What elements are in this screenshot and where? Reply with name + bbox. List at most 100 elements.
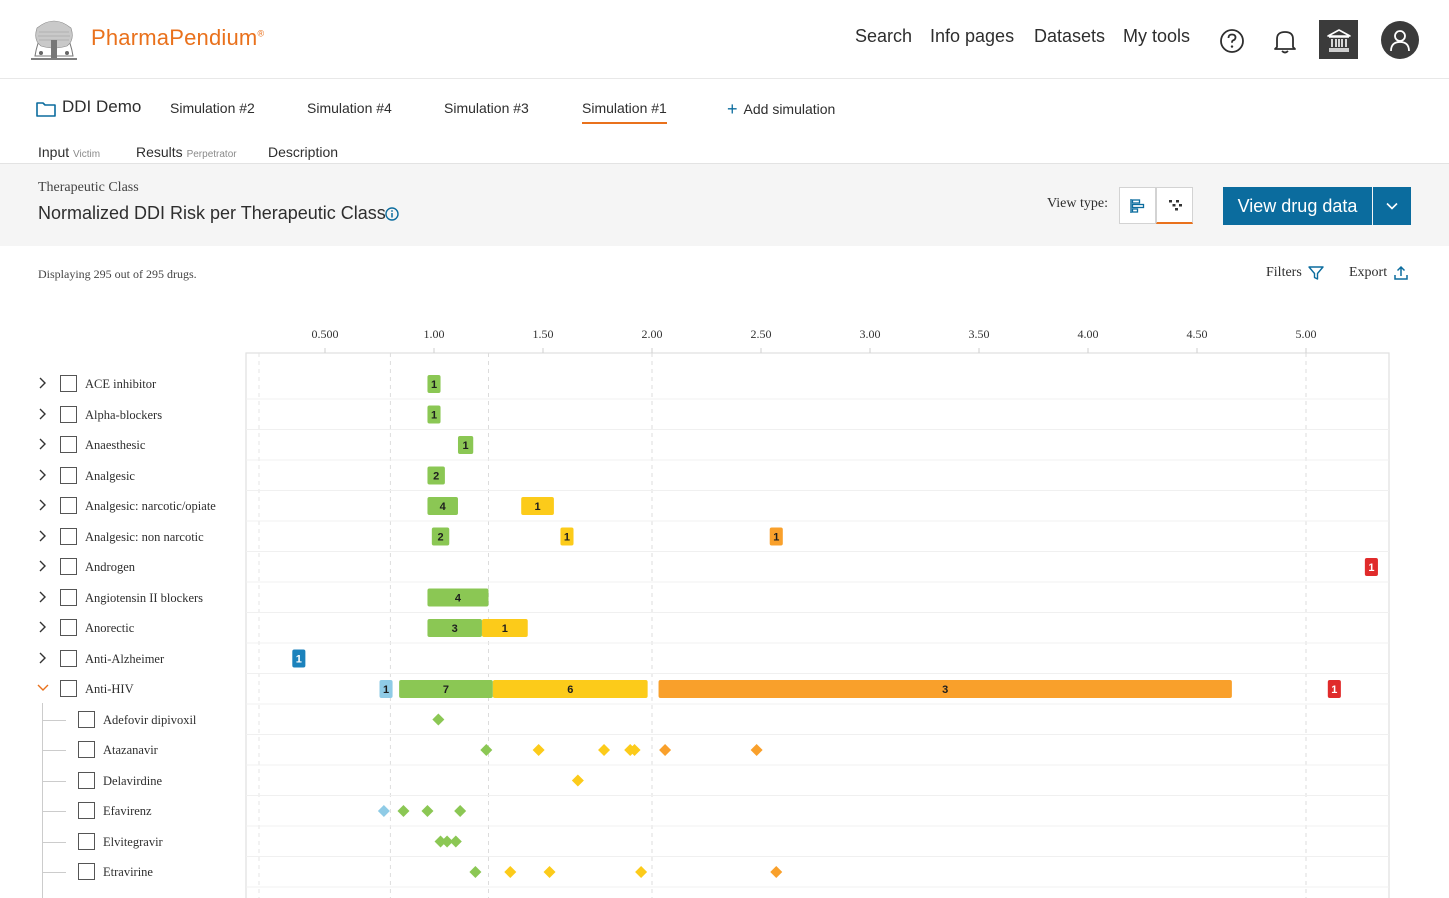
tree-row-class[interactable]: ACE inhibitor xyxy=(0,372,240,396)
tab-simulation-3[interactable]: Simulation #3 xyxy=(444,100,529,116)
add-simulation-button[interactable]: + Add simulation xyxy=(727,99,836,119)
x-tick-label: 4.00 xyxy=(1078,327,1099,341)
row-checkbox[interactable] xyxy=(78,802,95,819)
row-checkbox[interactable] xyxy=(78,771,95,789)
row-checkbox[interactable] xyxy=(60,619,77,636)
tree-row-drug[interactable]: Efavirenz xyxy=(0,799,240,823)
bar-view-button[interactable] xyxy=(1119,187,1156,224)
chevron-right-icon[interactable] xyxy=(37,498,49,512)
row-checkbox[interactable] xyxy=(60,405,77,423)
project-title[interactable]: DDI Demo xyxy=(62,97,142,116)
help-icon[interactable] xyxy=(1213,22,1251,60)
tab-simulation-4[interactable]: Simulation #4 xyxy=(307,100,392,116)
view-drug-data-button[interactable]: View drug data xyxy=(1223,187,1372,225)
chevron-right-icon[interactable] xyxy=(37,407,49,421)
filters-button[interactable]: Filters xyxy=(1266,265,1324,281)
class-label: Therapeutic Class xyxy=(38,180,139,195)
row-checkbox[interactable] xyxy=(60,527,77,545)
risk-bar xyxy=(1364,558,1378,576)
chevron-right-icon[interactable] xyxy=(37,620,49,634)
scatter-view-button[interactable] xyxy=(1156,187,1193,224)
bell-icon[interactable] xyxy=(1266,22,1304,60)
tree-row-drug[interactable]: Atazanavir xyxy=(0,738,240,762)
chevron-right-icon[interactable] xyxy=(37,376,49,390)
tree-row-class[interactable]: Anti-Alzheimer xyxy=(0,647,240,671)
row-checkbox[interactable] xyxy=(60,649,77,667)
view-options-dropdown[interactable] xyxy=(1373,187,1411,225)
tree-row-class[interactable]: Analgesic xyxy=(0,464,240,488)
drug-point xyxy=(432,713,445,726)
tree-row-class[interactable]: Alpha-blockers xyxy=(0,403,240,427)
tab-simulation-2[interactable]: Simulation #2 xyxy=(170,100,255,116)
drug-point xyxy=(543,866,556,878)
subtab-description[interactable]: Description xyxy=(268,144,339,160)
x-tick-label: 2.50 xyxy=(751,327,772,341)
institution-icon[interactable] xyxy=(1319,20,1358,59)
row-checkbox[interactable] xyxy=(60,436,77,453)
drug-point xyxy=(504,866,517,878)
chevron-right-icon[interactable] xyxy=(37,590,49,604)
bar-count-label: 3 xyxy=(942,684,948,696)
tree-connector xyxy=(42,750,66,751)
row-checkbox[interactable] xyxy=(60,497,77,514)
drug-point xyxy=(635,866,648,878)
chevron-right-icon[interactable] xyxy=(37,437,49,451)
chevron-right-icon[interactable] xyxy=(37,651,49,665)
user-icon[interactable] xyxy=(1381,21,1419,59)
info-icon[interactable] xyxy=(385,207,399,221)
row-checkbox[interactable] xyxy=(78,741,95,758)
tree-row-class[interactable]: Analgesic: non narcotic xyxy=(0,525,240,549)
nav-search[interactable]: Search xyxy=(855,26,913,46)
tree-connector xyxy=(42,719,66,721)
drug-point xyxy=(469,866,482,878)
risk-bar xyxy=(521,497,554,515)
row-checkbox[interactable] xyxy=(78,832,95,850)
tree-row-drug[interactable]: Delavirdine xyxy=(0,769,240,793)
tree-row-drug[interactable]: Etravirine xyxy=(0,860,240,884)
row-checkbox[interactable] xyxy=(78,710,95,728)
tree-row-class[interactable]: Anti-HIV xyxy=(0,677,240,701)
row-checkbox[interactable] xyxy=(60,558,77,575)
tree-row-drug[interactable]: Adefovir dipivoxil xyxy=(0,708,240,732)
tree-row-class[interactable]: Anaesthesic xyxy=(0,433,240,457)
bar-chart-icon xyxy=(1129,198,1144,213)
risk-plot: 0.500 1.00 1.50 2.00 2.50 3.00 3.50 4.00 4.50 5.0… xyxy=(245,327,1390,898)
chevron-right-icon[interactable] xyxy=(37,529,49,543)
nav-info-pages[interactable]: Info pages xyxy=(930,26,1015,46)
tree-row-class[interactable]: Anorectic xyxy=(0,616,240,640)
drug-point xyxy=(571,774,584,787)
chevron-right-icon[interactable] xyxy=(37,468,49,482)
x-tick-label: 3.50 xyxy=(969,327,990,341)
panel-header: Therapeutic Class Normalized DDI Risk pe… xyxy=(0,163,1449,246)
row-label: Elvitegravir xyxy=(103,834,163,849)
chevron-down-icon[interactable] xyxy=(37,681,49,695)
risk-bar xyxy=(379,680,393,698)
subtab-results[interactable]: Results Perpetrator xyxy=(136,144,237,165)
row-checkbox[interactable] xyxy=(78,863,95,880)
nav-my-tools[interactable]: My tools xyxy=(1123,26,1191,46)
row-checkbox[interactable] xyxy=(60,588,77,606)
tab-simulation-1[interactable]: Simulation #1 xyxy=(582,100,667,124)
row-checkbox[interactable] xyxy=(60,375,77,392)
tree-row-drug[interactable]: Elvitegravir xyxy=(0,830,240,854)
risk-bar xyxy=(427,497,458,515)
row-label: Adefovir dipivoxil xyxy=(103,712,197,727)
subtab-input[interactable]: Input Victim xyxy=(38,144,101,160)
drug-point xyxy=(659,744,672,756)
bar-count-label: 1 xyxy=(1331,684,1337,696)
chevron-right-icon[interactable] xyxy=(37,559,49,573)
x-tick-label: 2.00 xyxy=(642,327,663,341)
row-checkbox[interactable] xyxy=(60,466,77,484)
row-checkbox[interactable] xyxy=(60,680,77,697)
tree-row-class[interactable]: Androgen xyxy=(0,555,240,579)
tree-row-class[interactable]: Analgesic: narcotic/opiate xyxy=(0,494,240,518)
brand-name[interactable]: PharmaPendium® xyxy=(91,25,265,50)
bar-count-label: 2 xyxy=(433,471,439,483)
nav-datasets[interactable]: Datasets xyxy=(1034,26,1106,46)
bar-count-label: 1 xyxy=(463,440,469,452)
export-button[interactable]: Export xyxy=(1349,265,1409,281)
row-label: Analgesic: non narcotic xyxy=(85,529,204,544)
tree-row-class[interactable]: Angiotensin II blockers xyxy=(0,586,240,610)
upload-icon xyxy=(1394,265,1408,280)
row-label: Delavirdine xyxy=(103,773,163,788)
